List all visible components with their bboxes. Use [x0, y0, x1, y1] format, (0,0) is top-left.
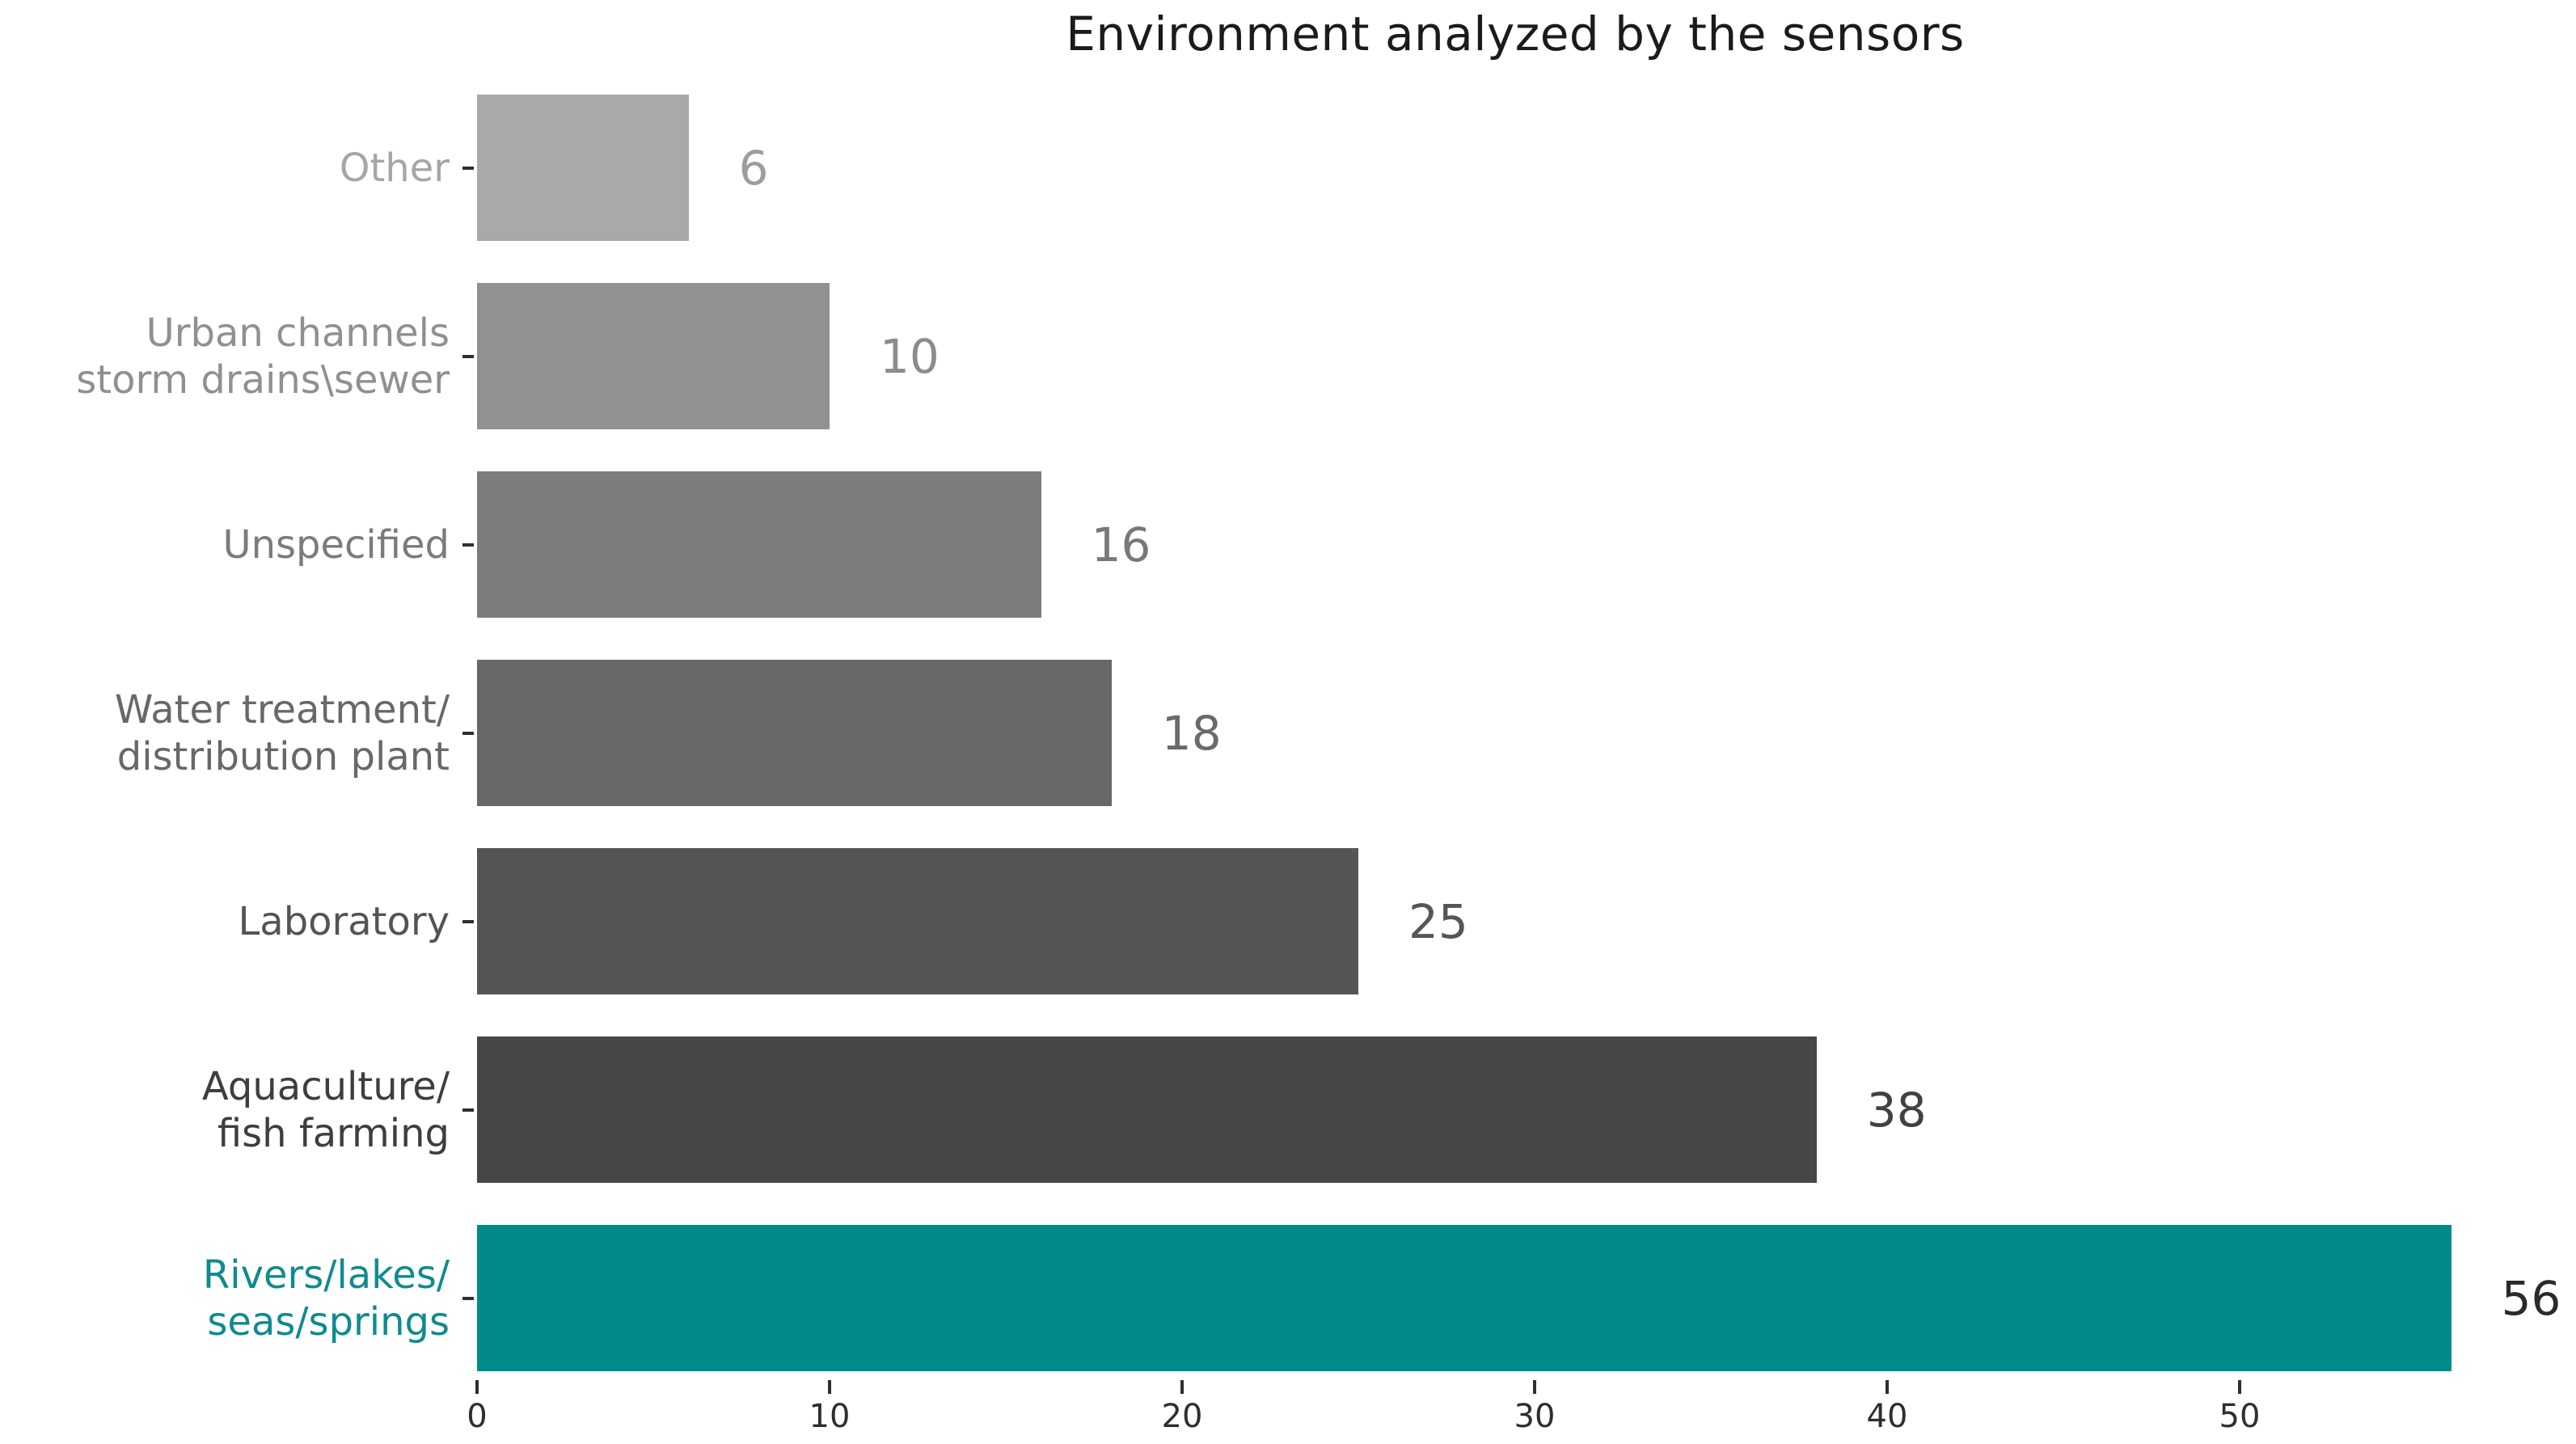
bar-track: 18 [477, 660, 2576, 806]
bar-row: Unspecified 16 [0, 450, 2576, 639]
category-label: Water treatment/distribution plant [114, 686, 450, 779]
y-tick-mark [462, 354, 474, 358]
bar [477, 471, 1041, 618]
x-tick-label: 40 [1866, 1398, 1908, 1435]
x-tick-mark [1180, 1380, 1184, 1394]
y-tick-mark [462, 919, 474, 923]
y-tick-mark [462, 731, 474, 735]
y-tick-mark [462, 1296, 474, 1300]
bar-track: 25 [477, 848, 2576, 994]
category-label: Aquaculture/fish farming [201, 1063, 450, 1156]
x-tick-label: 50 [2219, 1398, 2261, 1435]
bars-area: Other 6 Urban channels storm drains\sewer 10… [0, 74, 2576, 1392]
category-label: Rivers/lakes/seas/springs [202, 1252, 450, 1345]
value-label: 18 [1161, 705, 1222, 761]
y-tick-mark [462, 166, 474, 170]
bar-row: Rivers/lakes/seas/springs 56 [0, 1204, 2576, 1392]
bar [477, 848, 1358, 994]
bar-track: 10 [477, 283, 2576, 429]
value-label: 38 [1866, 1082, 1927, 1138]
value-label: 25 [1408, 893, 1468, 949]
category-label: Unspecified [222, 521, 450, 568]
bar [477, 95, 689, 241]
value-label: 56 [2501, 1270, 2561, 1326]
bar [477, 1225, 2451, 1371]
category-label: Urban channels storm drains\sewer [76, 310, 450, 403]
bar-track: 16 [477, 471, 2576, 618]
bar [477, 1037, 1817, 1183]
category-label: Laboratory [238, 898, 450, 944]
x-tick-mark [2238, 1380, 2241, 1394]
value-label: 16 [1091, 517, 1151, 572]
y-tick-mark [462, 543, 474, 547]
bar [477, 283, 830, 429]
chart-title: Environment analyzed by the sensors [1066, 6, 1965, 61]
x-tick-label: 10 [809, 1398, 851, 1435]
x-tick-label: 30 [1514, 1398, 1556, 1435]
bar-track: 56 [477, 1225, 2576, 1371]
bar-row: Urban channels storm drains\sewer 10 [0, 262, 2576, 450]
value-label: 6 [738, 140, 769, 196]
bar [477, 660, 1112, 806]
bar-track: 6 [477, 95, 2576, 241]
value-label: 10 [880, 328, 940, 384]
x-tick-label: 0 [467, 1398, 488, 1435]
bar-row: Aquaculture/fish farming 38 [0, 1015, 2576, 1204]
x-tick-label: 20 [1161, 1398, 1203, 1435]
x-tick-mark [828, 1380, 831, 1394]
bar-row: Other 6 [0, 74, 2576, 262]
category-label: Other [339, 145, 450, 191]
bar-track: 38 [477, 1037, 2576, 1183]
y-tick-mark [462, 1108, 474, 1112]
x-tick-mark [1886, 1380, 1889, 1394]
x-tick-mark [1533, 1380, 1536, 1394]
x-tick-mark [475, 1380, 479, 1394]
x-axis: 0 10 20 30 40 50 [0, 1374, 2576, 1444]
bar-row: Laboratory 25 [0, 827, 2576, 1015]
bar-row: Water treatment/distribution plant 18 [0, 639, 2576, 827]
